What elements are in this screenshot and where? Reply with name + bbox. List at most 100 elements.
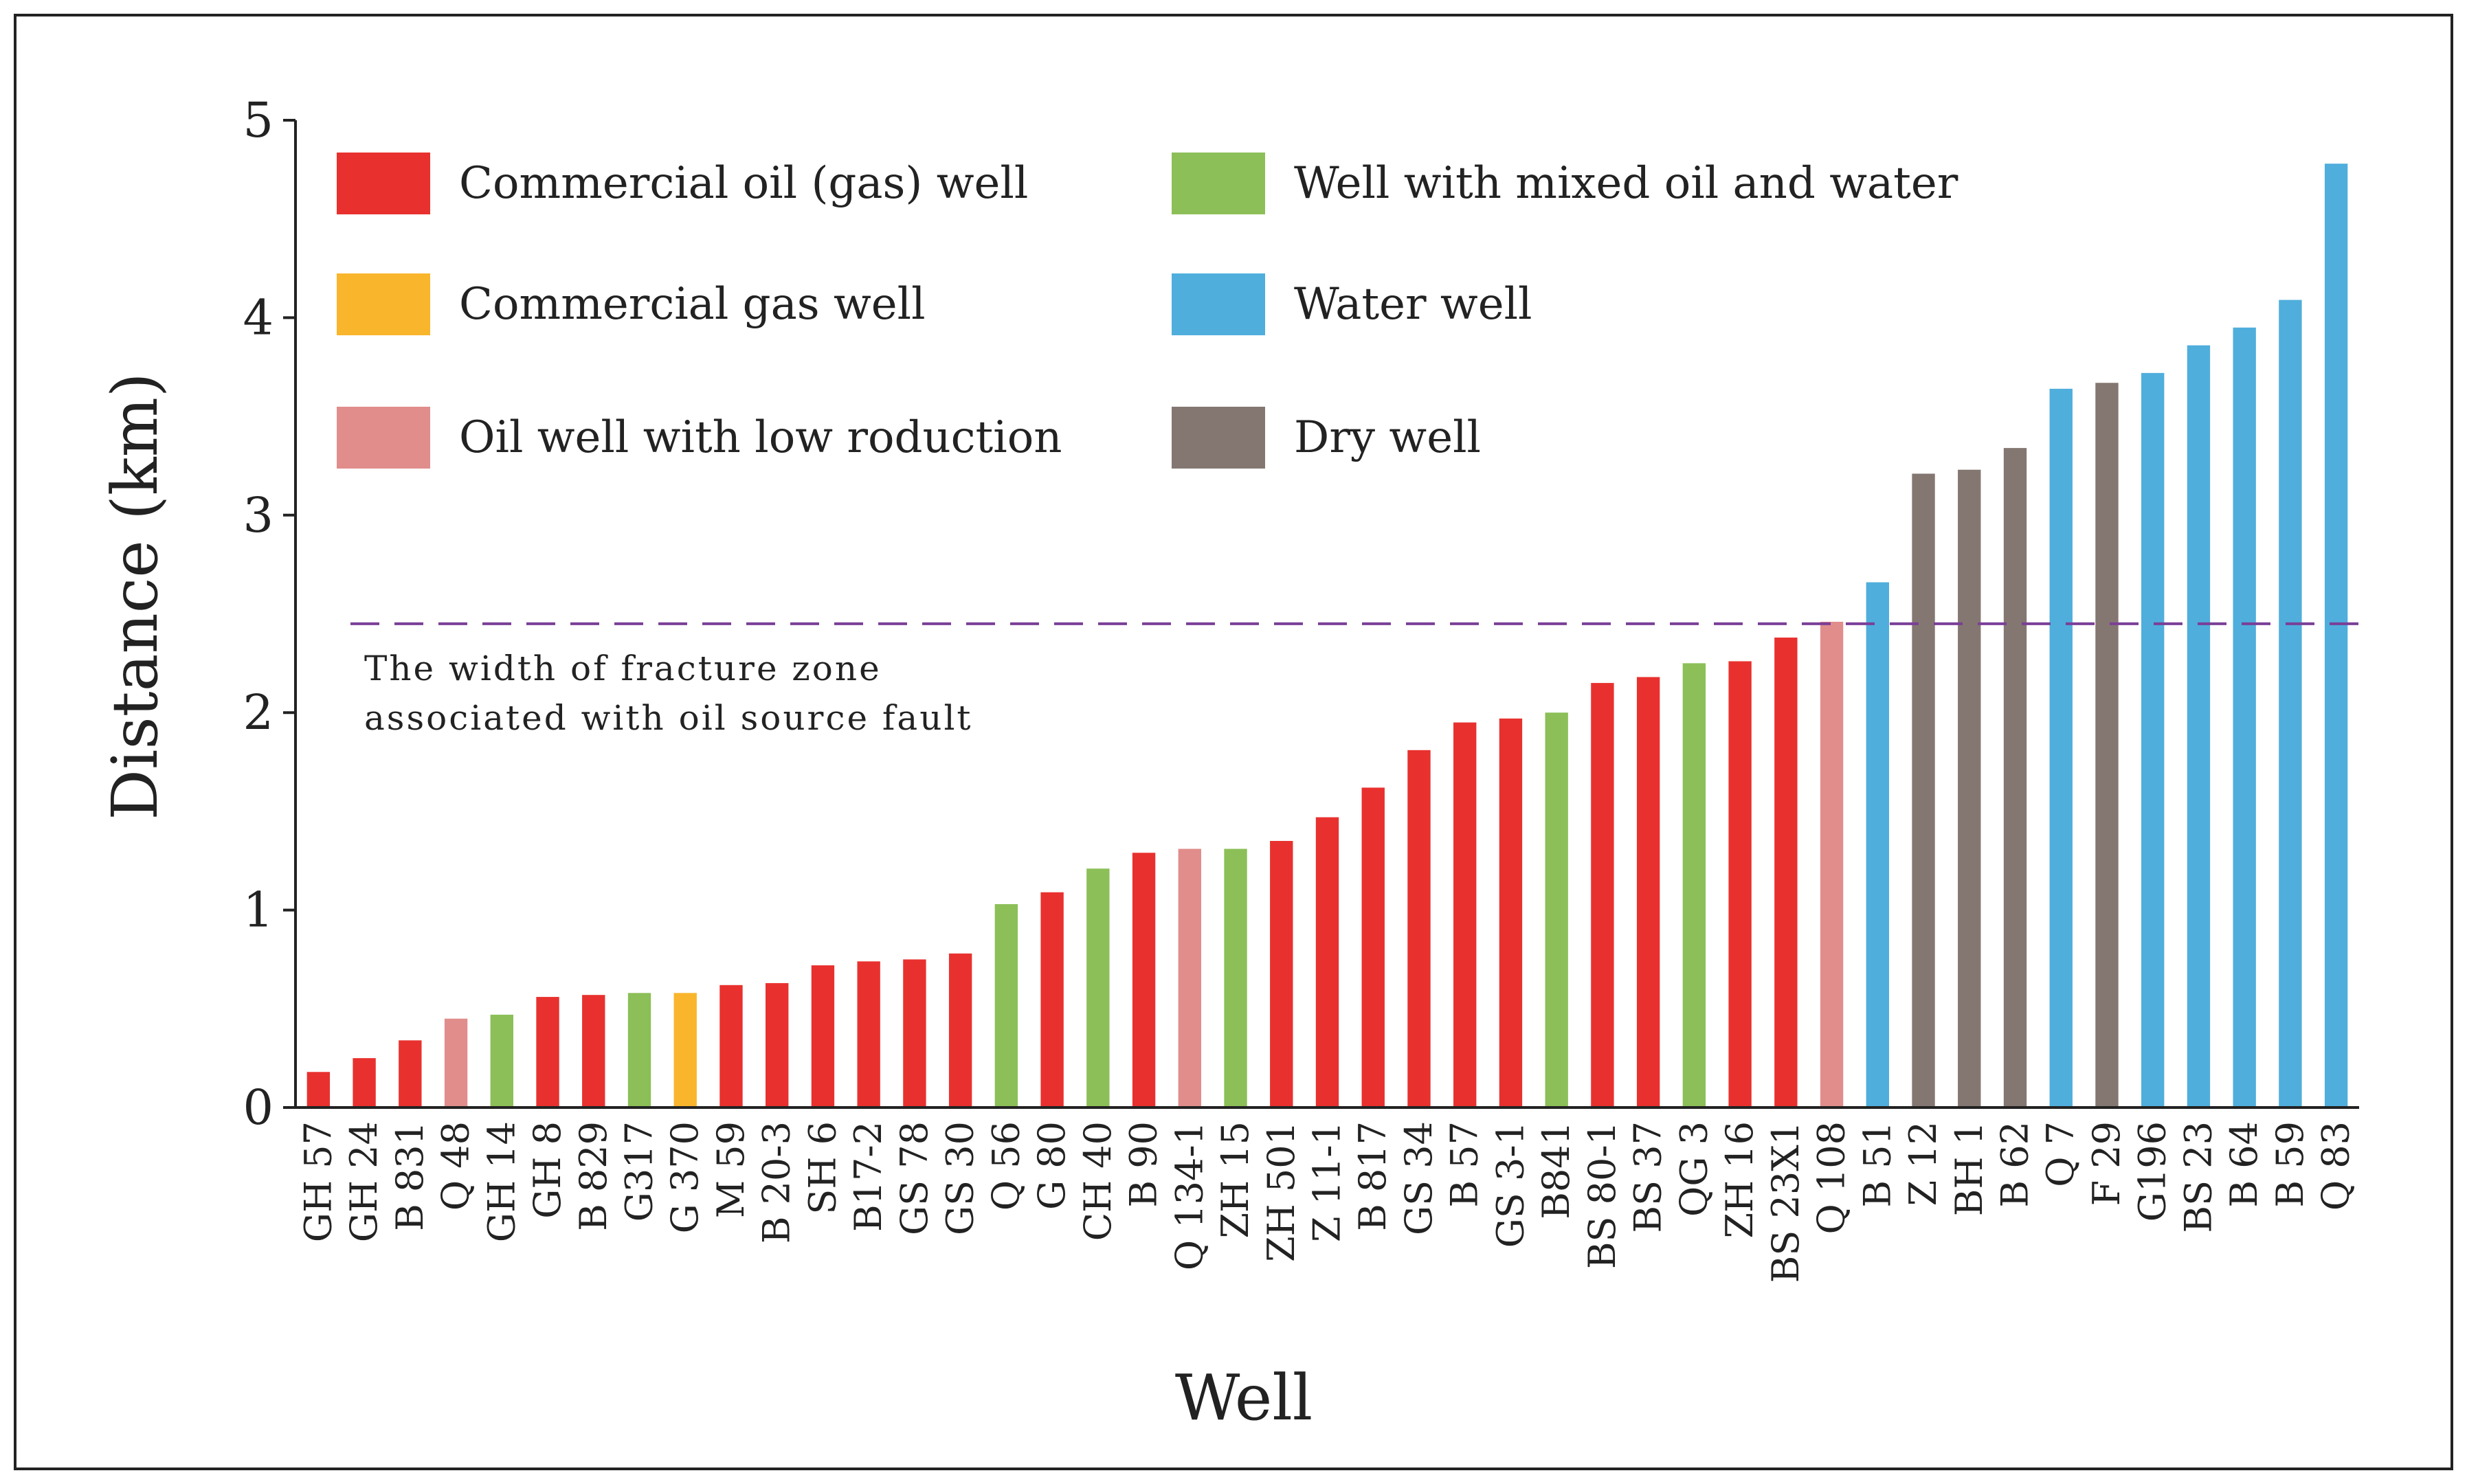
bar-14 bbox=[948, 953, 972, 1108]
x-tick-label-33: Q 108 bbox=[1810, 1121, 1853, 1235]
x-tick-label-20: ZH 15 bbox=[1214, 1121, 1257, 1239]
y-tick-label-3: 3 bbox=[243, 487, 274, 543]
x-tick-label-22: Z 11-1 bbox=[1306, 1121, 1349, 1242]
x-tick-label-13: GS 78 bbox=[893, 1121, 936, 1235]
bar-43 bbox=[2279, 300, 2302, 1108]
x-tick-label-28: BS 80-1 bbox=[1581, 1121, 1624, 1269]
bar-15 bbox=[994, 903, 1018, 1108]
bar-0 bbox=[306, 1072, 331, 1108]
x-tick-label-18: B 90 bbox=[1122, 1121, 1165, 1208]
bar-21 bbox=[1270, 841, 1293, 1108]
bar-29 bbox=[1636, 677, 1660, 1108]
y-tick-label-0: 0 bbox=[243, 1079, 274, 1136]
x-tick-label-31: ZH 16 bbox=[1718, 1121, 1761, 1239]
bar-35 bbox=[1912, 473, 1935, 1108]
x-tick-label-24: GS 34 bbox=[1397, 1121, 1440, 1235]
x-tick-label-5: GH 8 bbox=[526, 1121, 569, 1219]
figure-frame bbox=[14, 14, 2453, 1470]
bar-31 bbox=[1728, 661, 1752, 1108]
bar-23 bbox=[1361, 787, 1385, 1108]
x-tick-label-21: ZH 501 bbox=[1260, 1121, 1303, 1262]
bar-30 bbox=[1682, 663, 1706, 1108]
legend-swatch-low_production bbox=[337, 407, 430, 469]
legend-label-mixed: Well with mixed oil and water bbox=[1294, 158, 1958, 209]
x-tick-label-36: BH 1 bbox=[1947, 1121, 1991, 1216]
bar-25 bbox=[1453, 722, 1477, 1108]
x-tick-label-40: G196 bbox=[2131, 1121, 2174, 1222]
reference-line-group: The width of fracture zone associated wi… bbox=[350, 622, 2359, 738]
y-tick-label-2: 2 bbox=[243, 684, 274, 741]
y-tick-label-4: 4 bbox=[243, 289, 274, 346]
x-tick-label-9: M 59 bbox=[709, 1121, 752, 1218]
legend-label-water: Water well bbox=[1294, 279, 1532, 330]
legend: Commercial oil (gas) well Commercial gas … bbox=[337, 153, 1958, 469]
axes bbox=[294, 120, 2359, 1109]
x-tick-label-42: B 64 bbox=[2222, 1121, 2266, 1208]
x-tick-label-30: QG 3 bbox=[1672, 1121, 1715, 1217]
bar-3 bbox=[444, 1018, 468, 1108]
bar-44 bbox=[2324, 164, 2348, 1108]
bar-42 bbox=[2233, 327, 2256, 1108]
x-tick-label-32: BS 23X1 bbox=[1764, 1121, 1807, 1283]
bar-11 bbox=[811, 965, 835, 1108]
legend-label-dry: Dry well bbox=[1294, 412, 1481, 463]
x-tick-label-26: GS 3-1 bbox=[1488, 1121, 1532, 1248]
legend-swatch-dry bbox=[1172, 407, 1265, 469]
bar-20 bbox=[1224, 848, 1247, 1108]
y-ticks: 0 1 2 3 4 5 bbox=[243, 92, 295, 1136]
x-axis-title: Well bbox=[1175, 1361, 1313, 1435]
x-tick-label-15: Q 56 bbox=[984, 1121, 1027, 1211]
x-tick-label-17: CH 40 bbox=[1076, 1121, 1119, 1241]
legend-label-commercial_oil_gas: Commercial oil (gas) well bbox=[459, 158, 1028, 209]
x-tick-label-34: B 51 bbox=[1855, 1121, 1899, 1208]
bar-17 bbox=[1086, 868, 1110, 1108]
reference-label-line-2: associated with oil source fault bbox=[364, 698, 973, 738]
x-tick-label-43: B 59 bbox=[2268, 1121, 2312, 1208]
x-tick-label-3: Q 48 bbox=[434, 1121, 478, 1211]
bar-4 bbox=[490, 1014, 513, 1108]
legend-label-commercial_gas: Commercial gas well bbox=[459, 279, 926, 330]
bar-10 bbox=[766, 982, 789, 1108]
x-tick-label-10: B 20-3 bbox=[755, 1121, 799, 1244]
y-tick-label-1: 1 bbox=[243, 882, 274, 938]
x-tick-label-4: GH 14 bbox=[480, 1121, 523, 1242]
y-axis-title: Distance (km) bbox=[98, 372, 172, 820]
x-tick-label-12: B17-2 bbox=[847, 1121, 890, 1232]
legend-swatch-water bbox=[1172, 273, 1265, 335]
bar-39 bbox=[2095, 383, 2119, 1108]
x-tick-label-8: G 370 bbox=[663, 1121, 706, 1233]
bar-6 bbox=[582, 995, 605, 1108]
x-tick-label-23: B 817 bbox=[1351, 1121, 1394, 1231]
bar-37 bbox=[2003, 448, 2027, 1108]
bar-8 bbox=[673, 993, 697, 1108]
x-tick-label-16: G 80 bbox=[1030, 1121, 1073, 1210]
x-tick-label-1: GH 24 bbox=[342, 1121, 386, 1242]
y-tick-label-5: 5 bbox=[243, 92, 274, 148]
x-tick-label-41: BS 23 bbox=[2176, 1121, 2220, 1233]
legend-label-low_production: Oil well with low roduction bbox=[459, 412, 1062, 463]
bar-32 bbox=[1774, 637, 1798, 1108]
bar-41 bbox=[2187, 345, 2211, 1108]
x-tick-label-27: B841 bbox=[1534, 1121, 1578, 1219]
bar-26 bbox=[1499, 718, 1523, 1108]
bar-34 bbox=[1866, 582, 1889, 1108]
x-tick-label-38: Q 7 bbox=[2039, 1121, 2082, 1187]
bar-18 bbox=[1132, 853, 1156, 1108]
x-tick-label-7: G317 bbox=[618, 1121, 661, 1222]
x-tick-label-14: GS 30 bbox=[939, 1121, 982, 1235]
x-tick-label-35: Z 12 bbox=[1901, 1121, 1945, 1206]
x-tick-label-6: B 829 bbox=[572, 1121, 615, 1231]
x-tick-label-29: BS 37 bbox=[1627, 1121, 1670, 1233]
reference-label-line-1: The width of fracture zone bbox=[364, 649, 882, 688]
bar-40 bbox=[2141, 372, 2165, 1108]
x-tick-label-19: Q 134-1 bbox=[1168, 1121, 1211, 1270]
bar-16 bbox=[1040, 892, 1064, 1108]
x-tick-label-44: Q 83 bbox=[2314, 1121, 2358, 1211]
bar-2 bbox=[399, 1040, 422, 1108]
bar-33 bbox=[1820, 622, 1844, 1108]
bar-1 bbox=[353, 1058, 376, 1108]
x-tick-label-11: SH 6 bbox=[801, 1121, 844, 1215]
bar-38 bbox=[2049, 388, 2073, 1108]
bar-22 bbox=[1315, 817, 1339, 1108]
